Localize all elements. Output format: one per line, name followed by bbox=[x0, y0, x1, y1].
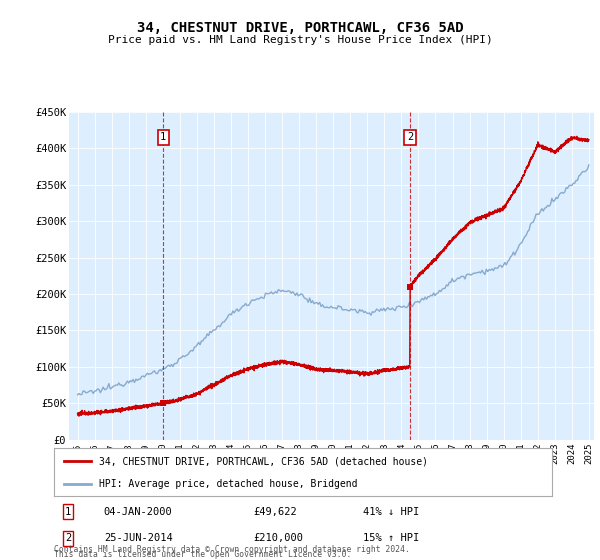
Text: £49,622: £49,622 bbox=[253, 507, 297, 517]
Text: 2: 2 bbox=[65, 533, 71, 543]
Text: This data is licensed under the Open Government Licence v3.0.: This data is licensed under the Open Gov… bbox=[54, 550, 352, 559]
Text: 1: 1 bbox=[65, 507, 71, 517]
Text: 15% ↑ HPI: 15% ↑ HPI bbox=[363, 533, 419, 543]
Text: 41% ↓ HPI: 41% ↓ HPI bbox=[363, 507, 419, 517]
Text: 1: 1 bbox=[160, 133, 166, 142]
Text: 34, CHESTNUT DRIVE, PORTHCAWL, CF36 5AD: 34, CHESTNUT DRIVE, PORTHCAWL, CF36 5AD bbox=[137, 21, 463, 35]
Text: 04-JAN-2000: 04-JAN-2000 bbox=[104, 507, 173, 517]
Text: 34, CHESTNUT DRIVE, PORTHCAWL, CF36 5AD (detached house): 34, CHESTNUT DRIVE, PORTHCAWL, CF36 5AD … bbox=[99, 456, 428, 466]
Text: 2: 2 bbox=[407, 133, 413, 142]
Text: Price paid vs. HM Land Registry's House Price Index (HPI): Price paid vs. HM Land Registry's House … bbox=[107, 35, 493, 45]
Text: 25-JUN-2014: 25-JUN-2014 bbox=[104, 533, 173, 543]
Text: Contains HM Land Registry data © Crown copyright and database right 2024.: Contains HM Land Registry data © Crown c… bbox=[54, 545, 410, 554]
Text: HPI: Average price, detached house, Bridgend: HPI: Average price, detached house, Brid… bbox=[99, 479, 358, 489]
Text: £210,000: £210,000 bbox=[253, 533, 303, 543]
